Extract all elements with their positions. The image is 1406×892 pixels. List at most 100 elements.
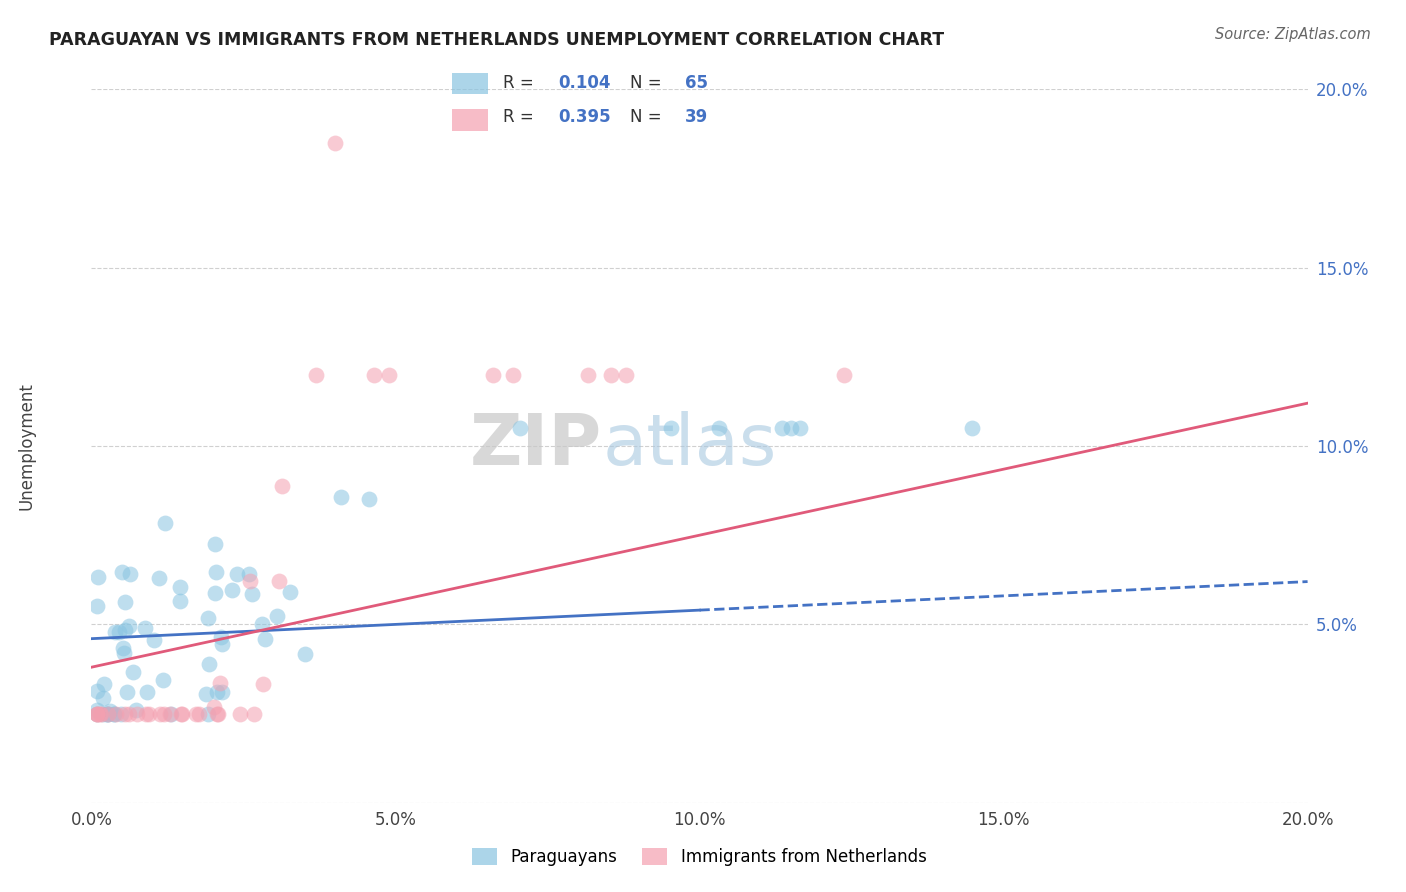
Point [114,706,136,721]
Point [91,691,114,706]
Text: ZIP: ZIP [470,411,602,481]
Point [125,706,148,721]
Point [770,421,793,435]
Point [357,491,380,506]
Point [271,479,294,493]
Point [121,665,143,680]
Point [103,706,125,721]
Point [86,706,108,721]
Point [97,706,120,721]
Point [209,630,232,644]
Point [86,706,108,721]
Point [509,421,531,435]
Point [789,421,811,435]
Point [148,571,170,585]
Point [86,706,108,721]
Point [323,136,346,150]
Point [153,516,176,530]
Point [135,685,157,699]
Point [91,706,114,721]
Point [205,565,228,579]
Point [482,368,505,382]
Point [243,706,266,721]
Bar [451,110,488,130]
Point [378,368,401,382]
Point [294,647,316,661]
Point [238,567,260,582]
Point [204,586,226,600]
Text: N =: N = [630,108,668,126]
Point [780,421,803,435]
Point [86,684,108,698]
Point [186,706,208,721]
Point [614,368,637,382]
Point [114,595,136,609]
Point [118,619,141,633]
Point [659,421,682,435]
Point [202,700,225,714]
Point [208,676,231,690]
Point [211,685,233,699]
Point [250,617,273,632]
Point [111,566,134,580]
Point [240,587,263,601]
Point [169,580,191,594]
Point [89,706,111,721]
Point [832,368,855,382]
Point [226,567,249,582]
Point [112,646,135,660]
Text: 65: 65 [685,74,707,92]
Text: R =: R = [503,74,540,92]
Point [98,704,121,718]
Point [188,706,211,721]
Legend: Paraguayans, Immigrants from Netherlands: Paraguayans, Immigrants from Netherlands [465,841,934,873]
Point [962,421,984,435]
Y-axis label: Unemployment: Unemployment [18,382,35,510]
Point [576,368,599,382]
Point [159,706,181,721]
Point [159,706,181,721]
Point [205,685,228,699]
Point [211,637,233,651]
Text: N =: N = [630,74,668,92]
Point [253,632,276,647]
Point [96,706,118,721]
Point [117,685,139,699]
Point [502,368,524,382]
Bar [451,73,488,95]
Point [108,625,131,640]
Point [197,706,219,721]
Point [104,624,127,639]
Point [170,706,193,721]
Point [93,677,115,691]
Point [149,706,172,721]
Point [197,657,219,672]
Point [135,706,157,721]
Point [169,594,191,608]
Point [87,570,110,584]
Point [125,703,148,717]
Point [170,706,193,721]
Point [278,584,301,599]
Text: atlas: atlas [602,411,776,481]
Text: 39: 39 [685,108,709,126]
Point [305,368,328,382]
Text: 0.104: 0.104 [558,74,610,92]
Point [96,706,118,721]
Point [104,706,127,721]
Point [142,632,165,647]
Point [118,706,141,721]
Point [86,706,108,721]
Point [120,567,142,582]
Point [194,687,217,701]
Point [221,583,243,598]
Point [103,706,125,721]
Point [204,536,226,550]
Text: R =: R = [503,108,540,126]
Text: PARAGUAYAN VS IMMIGRANTS FROM NETHERLANDS UNEMPLOYMENT CORRELATION CHART: PARAGUAYAN VS IMMIGRANTS FROM NETHERLAND… [49,31,945,49]
Point [266,609,288,624]
Text: 0.395: 0.395 [558,108,610,126]
Point [86,703,108,717]
Point [205,706,228,721]
Point [114,623,136,637]
